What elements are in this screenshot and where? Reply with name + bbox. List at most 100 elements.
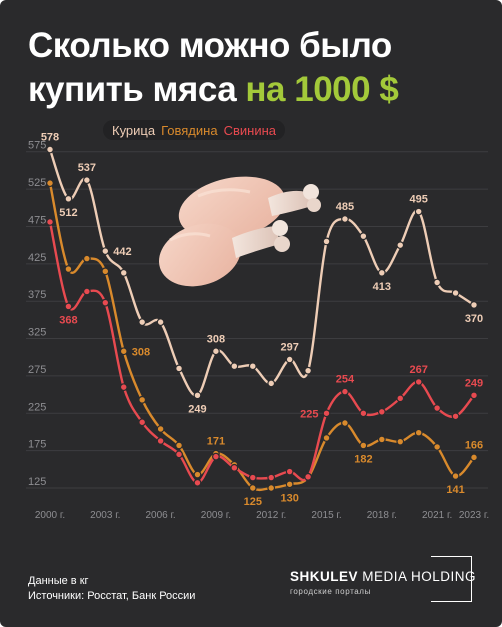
- data-label: 485: [336, 201, 354, 213]
- brand-name-rest: MEDIA HOLDING: [358, 569, 477, 584]
- data-point: [396, 437, 405, 446]
- data-point: [451, 472, 460, 480]
- legend-item-beef: Говядина: [161, 122, 218, 138]
- data-point: [414, 377, 423, 386]
- data-point: [248, 484, 257, 492]
- data-point: [470, 453, 478, 462]
- data-point: [341, 419, 349, 427]
- data-label: 368: [59, 314, 77, 326]
- data-point: [359, 441, 368, 450]
- data-point: [193, 391, 202, 400]
- data-point: [64, 194, 73, 203]
- data-point: [248, 362, 257, 371]
- data-point: [414, 428, 423, 437]
- chart-title-line-1: Сколько можно было: [28, 26, 392, 65]
- x-tick-label: 2018 г.: [367, 510, 397, 521]
- data-point: [212, 347, 220, 356]
- chart-title-line-2: купить мяса на 1000 $: [28, 70, 399, 110]
- brand-frame: [431, 556, 472, 602]
- data-label: 267: [410, 364, 428, 376]
- y-axis-ticks: 125 175 225 275 325 375 425 475 525 575: [28, 140, 46, 488]
- data-point: [470, 301, 478, 309]
- data-point: [82, 254, 91, 263]
- data-point: [212, 452, 220, 461]
- data-point: [193, 470, 202, 479]
- data-point: [82, 287, 91, 296]
- data-point: [101, 298, 110, 307]
- y-tick-label: 525: [28, 177, 46, 189]
- data-point: [451, 289, 460, 297]
- data-label: 254: [336, 374, 355, 386]
- data-point: [82, 176, 91, 185]
- data-point: [119, 347, 128, 356]
- data-point: [138, 318, 147, 327]
- y-tick-label: 475: [28, 214, 46, 226]
- x-tick-label: 2003 г.: [90, 510, 120, 521]
- data-point: [322, 237, 331, 246]
- brand-logo: SHKULEV MEDIA HOLDING: [290, 569, 476, 584]
- y-tick-label: 225: [28, 401, 46, 413]
- data-point: [156, 425, 165, 433]
- data-point: [396, 241, 405, 250]
- data-label: 308: [132, 346, 150, 358]
- data-point: [451, 412, 460, 421]
- series-chicken: 578 512 537 442 249 308 297 485 413 495 370: [41, 132, 483, 416]
- data-point: [156, 437, 165, 445]
- data-point: [285, 467, 294, 476]
- data-point: [396, 394, 405, 403]
- data-point: [433, 404, 442, 412]
- data-point: [377, 268, 386, 277]
- data-point: [359, 232, 368, 241]
- y-tick-label: 275: [28, 364, 46, 376]
- units-note: Данные в кг: [28, 575, 89, 587]
- data-label: 297: [280, 341, 298, 353]
- y-tick-label: 375: [28, 289, 46, 301]
- data-point: [175, 450, 183, 459]
- data-point: [175, 441, 183, 450]
- data-label: 225: [300, 408, 318, 420]
- data-point: [304, 472, 312, 481]
- data-point: [119, 383, 128, 392]
- y-tick-label: 325: [28, 327, 46, 339]
- data-label: 166: [465, 439, 483, 451]
- data-point: [175, 364, 183, 373]
- sources-note: Источники: Росстат, Банк России: [28, 590, 196, 602]
- data-point: [285, 355, 294, 364]
- x-tick-label: 2021 г.: [422, 510, 452, 521]
- data-point: [46, 179, 54, 188]
- chicken-drumsticks-image: [158, 176, 321, 287]
- data-point: [64, 302, 73, 311]
- data-point: [248, 473, 257, 482]
- data-label: 442: [113, 246, 131, 258]
- data-point: [156, 318, 165, 327]
- data-point: [193, 478, 202, 487]
- data-point: [267, 484, 276, 492]
- y-tick-label: 175: [28, 439, 46, 451]
- data-point: [230, 463, 239, 472]
- x-tick-label: 2015 г.: [311, 510, 341, 521]
- x-tick-label: 2012 г.: [256, 510, 286, 521]
- data-label: 578: [41, 132, 59, 144]
- data-point: [322, 409, 331, 418]
- data-label: 182: [354, 453, 372, 465]
- data-point: [230, 362, 239, 371]
- data-label: 125: [244, 496, 262, 508]
- data-label: 249: [188, 403, 206, 415]
- y-tick-label: 575: [28, 140, 46, 152]
- data-point: [377, 407, 386, 416]
- data-point: [414, 207, 423, 216]
- chart-title-accent: на 1000 $: [245, 70, 399, 109]
- chart-legend: Курица Говядина Свинина: [103, 120, 285, 140]
- data-label: 413: [373, 281, 391, 293]
- data-point: [267, 379, 276, 388]
- data-label: 370: [465, 313, 483, 325]
- data-point: [101, 267, 110, 276]
- data-label: 495: [410, 194, 428, 206]
- data-point: [304, 366, 312, 375]
- data-point: [433, 278, 442, 287]
- x-tick-label: 2009 г.: [201, 510, 231, 521]
- data-point: [46, 145, 54, 154]
- series-line: [48, 221, 475, 484]
